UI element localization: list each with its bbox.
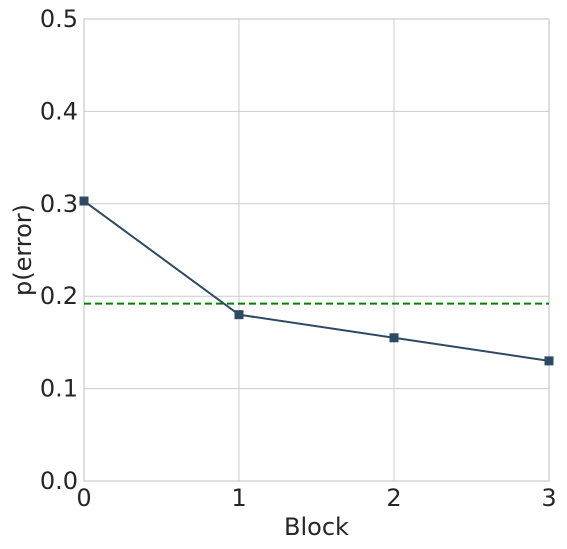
y-tick-label: 0.5 <box>40 5 78 33</box>
y-tick-label: 0.1 <box>40 375 78 403</box>
data-point <box>389 333 399 343</box>
grid <box>83 18 550 482</box>
data-point <box>79 196 89 206</box>
x-tick-label: 0 <box>76 484 91 512</box>
x-tick-labels: 0 1 2 3 <box>76 484 556 512</box>
x-tick-label: 3 <box>541 484 556 512</box>
x-axis-label: Block <box>284 513 349 541</box>
x-tick-label: 1 <box>231 484 246 512</box>
y-axis-label: p(error) <box>9 204 37 296</box>
plot-frame <box>83 18 550 482</box>
x-tick-label: 2 <box>386 484 401 512</box>
series-line <box>83 200 550 362</box>
y-tick-label: 0.0 <box>40 467 78 495</box>
y-tick-label: 0.2 <box>40 282 78 310</box>
y-tick-label: 0.3 <box>40 190 78 218</box>
data-point <box>234 310 244 320</box>
data-point <box>544 356 554 366</box>
y-tick-labels: 0.0 0.1 0.2 0.3 0.4 0.5 <box>40 5 78 495</box>
series-group <box>79 196 554 366</box>
y-tick-label: 0.4 <box>40 97 78 125</box>
